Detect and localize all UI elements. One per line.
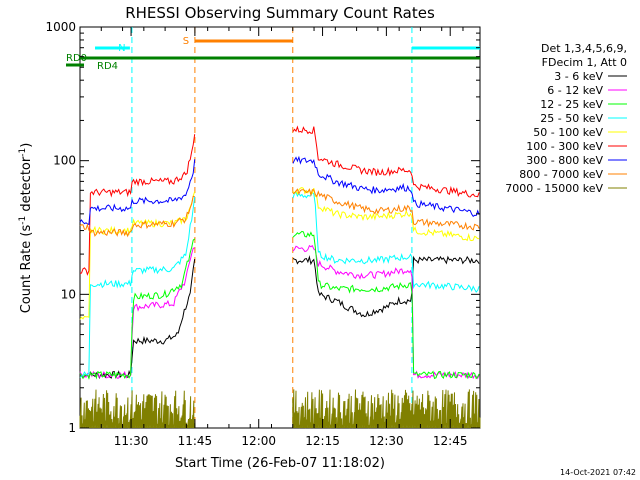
x-tick-label: 11:45 (178, 434, 213, 448)
flag-bars: N S RD0 RD4 (66, 36, 480, 72)
y-tick-label: 10 (61, 287, 76, 301)
data-gap-lines (131, 27, 413, 428)
flag-label-rd0: RD0 (66, 53, 87, 64)
legend-label-12-25-kev: 12 - 25 keV (540, 98, 603, 111)
flag-label-s: S (183, 36, 189, 47)
x-tick-label: 12:15 (305, 434, 340, 448)
series-line-100-300-kev (79, 125, 480, 276)
series-line-7000-15000-kev (79, 389, 481, 429)
series-group (79, 125, 481, 429)
x-tick-label: 12:45 (433, 434, 468, 448)
x-axis: 11:30 11:45 12:00 12:15 12:30 12:45 (100, 27, 468, 448)
x-tick-label: 12:30 (369, 434, 404, 448)
series-line-50-100-kev (79, 187, 480, 320)
x-tick-label: 11:30 (114, 434, 149, 448)
legend-label-100-300-kev: 100 - 300 keV (526, 140, 603, 153)
legend-label-25-50-kev: 25 - 50 keV (540, 112, 603, 125)
legend-label-3-6-kev: 3 - 6 keV (554, 70, 603, 83)
y-tick-label: 1 (68, 421, 76, 435)
series-line-12-25-kev (79, 230, 480, 380)
series-line-3-6-kev (79, 255, 480, 380)
plot-frame (79, 26, 481, 429)
y-tick-label: 1000 (45, 20, 76, 34)
x-tick-label: 12:00 (241, 434, 276, 448)
legend-label-6-12-kev: 6 - 12 keV (547, 84, 603, 97)
y-tick-label: 100 (53, 154, 76, 168)
x-axis-label: Start Time (26-Feb-07 11:18:02) (175, 456, 385, 471)
series-line-25-50-kev (79, 191, 480, 378)
y-axis: 1 10 100 1000 (45, 20, 480, 435)
flag-label-n: N (118, 43, 125, 54)
series-line-800-7000-kev (79, 188, 480, 238)
footer-timestamp: 14-Oct-2021 07:42 (560, 468, 636, 477)
flag-label-rd4: RD4 (97, 61, 118, 72)
legend-label-800-7000-kev: 800 - 7000 keV (519, 168, 603, 181)
legend: Det 1,3,4,5,6,9, FDecim 1, Att 0 3 - 6 k… (505, 42, 627, 195)
legend-label-7000-15000-kev: 7000 - 15000 keV (505, 182, 603, 195)
chart-title: RHESSI Observing Summary Count Rates (125, 4, 435, 22)
series-line-6-12-kev (79, 244, 480, 380)
legend-label-300-800-kev: 300 - 800 keV (526, 154, 603, 167)
y-axis-label: Count Rate (s-1 detector-1) (18, 143, 34, 314)
legend-header-line-2: FDecim 1, Att 0 (542, 56, 627, 69)
legend-label-50-100-kev: 50 - 100 keV (533, 126, 603, 139)
series-line-300-800-kev (79, 155, 480, 226)
legend-header-line-1: Det 1,3,4,5,6,9, (541, 42, 627, 55)
